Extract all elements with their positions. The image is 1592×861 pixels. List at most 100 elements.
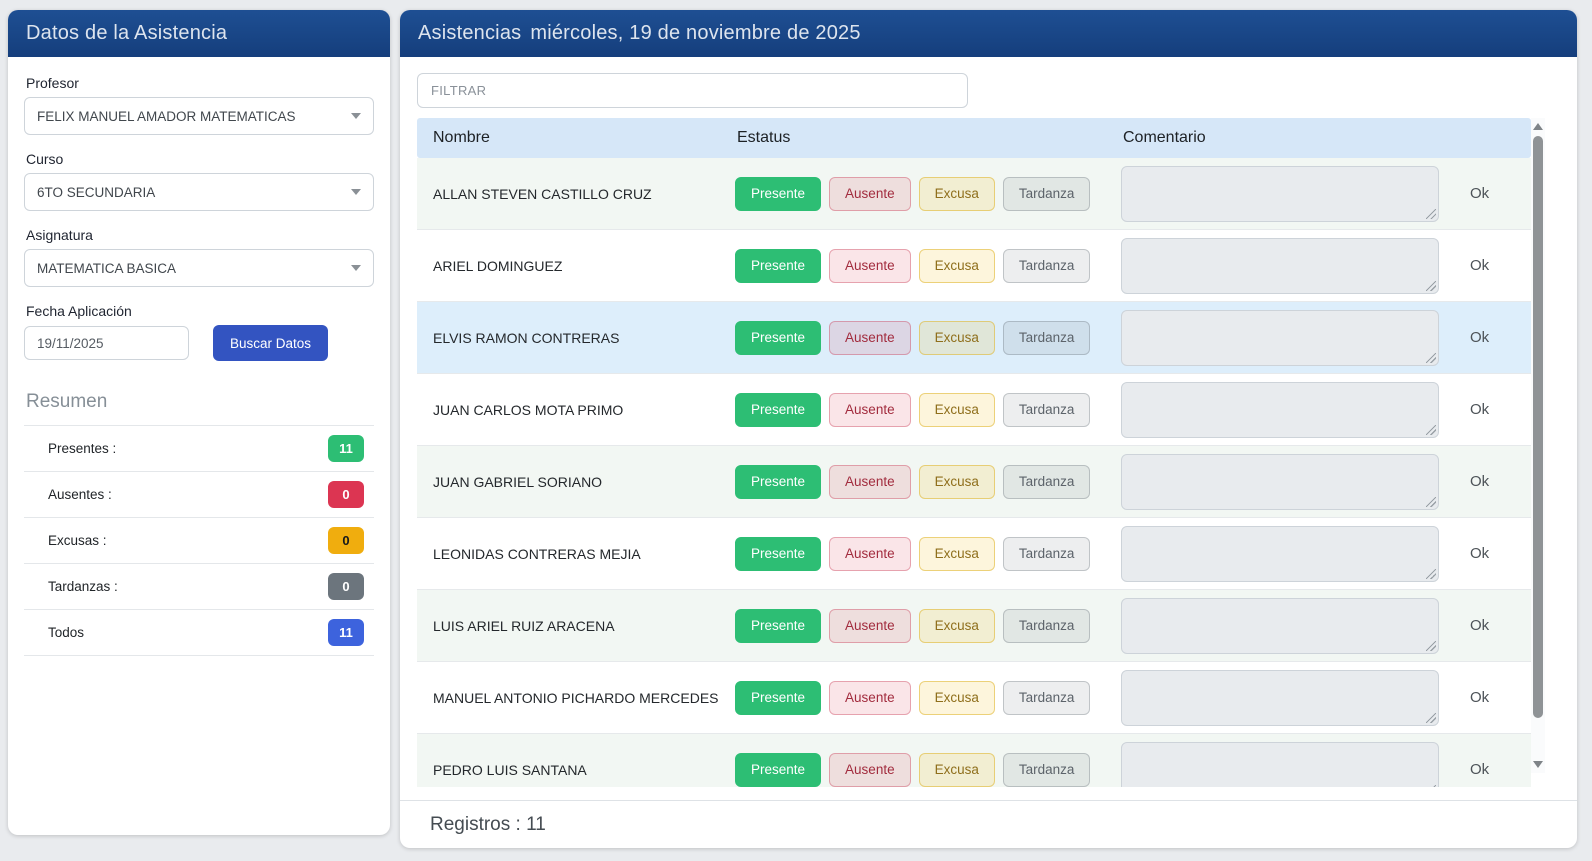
resize-handle-icon[interactable] (1426, 568, 1436, 579)
comment-textarea[interactable] (1121, 741, 1439, 787)
resize-handle-icon[interactable] (1426, 280, 1436, 291)
presente-button[interactable]: Presente (735, 320, 822, 355)
comment-textarea[interactable] (1121, 309, 1439, 366)
table-row: ARIEL DOMINGUEZ Presente Ausente Excusa … (417, 230, 1531, 302)
column-header-comentario: Comentario (1123, 129, 1206, 146)
comment-textarea[interactable] (1121, 525, 1439, 582)
comment-textarea[interactable] (1121, 237, 1439, 294)
scrollbar-thumb[interactable] (1533, 136, 1543, 718)
ausente-button[interactable]: Ausente (829, 680, 911, 715)
excusa-button[interactable]: Excusa (918, 536, 995, 571)
ok-label: Ok (1470, 185, 1490, 202)
curso-select[interactable]: 6TO SECUNDARIA (24, 173, 374, 211)
column-header-nombre: Nombre (433, 129, 490, 146)
tardanza-button[interactable]: Tardanza (1002, 464, 1091, 499)
ausente-button[interactable]: Ausente (829, 392, 911, 427)
table-footer: Registros : 11 (400, 800, 1577, 848)
filter-input[interactable] (417, 73, 968, 108)
left-panel-header: Datos de la Asistencia (8, 10, 390, 57)
tardanza-button[interactable]: Tardanza (1002, 608, 1091, 643)
ausente-button[interactable]: Ausente (829, 536, 911, 571)
table-header-row: Nombre Estatus Comentario (417, 118, 1531, 158)
presente-button[interactable]: Presente (735, 536, 822, 571)
tardanza-button[interactable]: Tardanza (1002, 752, 1091, 787)
curso-label: Curso (26, 151, 64, 167)
resize-handle-icon[interactable] (1426, 352, 1436, 363)
excusa-button[interactable]: Excusa (918, 608, 995, 643)
table-row: ELVIS RAMON CONTRERAS Presente Ausente E… (417, 302, 1531, 374)
right-panel-title: Asistencias (418, 22, 522, 44)
presente-button[interactable]: Presente (735, 608, 822, 643)
tardanza-button[interactable]: Tardanza (1002, 176, 1091, 211)
vertical-scrollbar[interactable] (1531, 118, 1545, 773)
summary-label: Tardanzas : (48, 579, 118, 594)
presente-button[interactable]: Presente (735, 464, 822, 499)
summary-item: Excusas : 0 (24, 518, 374, 564)
comment-textarea[interactable] (1121, 453, 1439, 510)
student-name: PEDRO LUIS SANTANA (433, 761, 587, 778)
ok-label: Ok (1470, 473, 1490, 490)
summary-count-badge: 11 (328, 435, 364, 462)
resumen-title: Resumen (26, 391, 108, 412)
tardanza-button[interactable]: Tardanza (1002, 248, 1091, 283)
resize-handle-icon[interactable] (1426, 712, 1436, 723)
scroll-up-icon[interactable] (1533, 123, 1543, 130)
ausente-button[interactable]: Ausente (829, 608, 911, 643)
ausente-button[interactable]: Ausente (829, 176, 911, 211)
comment-textarea[interactable] (1121, 597, 1439, 654)
presente-button[interactable]: Presente (735, 176, 822, 211)
scroll-down-icon[interactable] (1533, 761, 1543, 768)
table-row: MANUEL ANTONIO PICHARDO MERCEDES Present… (417, 662, 1531, 734)
summary-list: Presentes : 11 Ausentes : 0 Excusas : 0 … (24, 425, 374, 656)
tardanza-button[interactable]: Tardanza (1002, 320, 1091, 355)
table-row: JUAN GABRIEL SORIANO Presente Ausente Ex… (417, 446, 1531, 518)
presente-button[interactable]: Presente (735, 752, 822, 787)
presente-button[interactable]: Presente (735, 392, 822, 427)
ausente-button[interactable]: Ausente (829, 752, 911, 787)
buscar-datos-button[interactable]: Buscar Datos (213, 325, 329, 361)
summary-item: Todos 11 (24, 610, 374, 656)
resize-handle-icon[interactable] (1426, 784, 1436, 787)
ausente-button[interactable]: Ausente (829, 464, 911, 499)
summary-label: Presentes : (48, 441, 117, 456)
tardanza-button[interactable]: Tardanza (1002, 392, 1091, 427)
asignatura-select[interactable]: MATEMATICA BASICA (24, 249, 374, 287)
excusa-button[interactable]: Excusa (918, 752, 995, 787)
comment-textarea[interactable] (1121, 381, 1439, 438)
ausente-button[interactable]: Ausente (829, 248, 911, 283)
student-name: JUAN GABRIEL SORIANO (433, 473, 603, 490)
chevron-down-icon (351, 265, 361, 271)
presente-button[interactable]: Presente (735, 248, 822, 283)
comment-textarea[interactable] (1121, 669, 1439, 726)
excusa-button[interactable]: Excusa (918, 680, 995, 715)
excusa-button[interactable]: Excusa (918, 320, 995, 355)
chevron-down-icon (351, 113, 361, 119)
right-panel-header: Asistencias miércoles, 19 de noviembre d… (400, 10, 1577, 57)
fecha-label: Fecha Aplicación (26, 303, 132, 319)
ok-label: Ok (1470, 545, 1490, 562)
resize-handle-icon[interactable] (1426, 424, 1436, 435)
excusa-button[interactable]: Excusa (918, 392, 995, 427)
summary-count-badge: 11 (328, 619, 364, 646)
presente-button[interactable]: Presente (735, 680, 822, 715)
summary-item: Presentes : 11 (24, 425, 374, 472)
ausente-button[interactable]: Ausente (829, 320, 911, 355)
excusa-button[interactable]: Excusa (918, 248, 995, 283)
resize-handle-icon[interactable] (1426, 496, 1436, 507)
fecha-input[interactable] (24, 326, 189, 360)
ok-label: Ok (1470, 401, 1490, 418)
student-name: JUAN CARLOS MOTA PRIMO (433, 401, 624, 418)
column-header-estatus: Estatus (737, 129, 791, 146)
summary-count-badge: 0 (328, 573, 364, 600)
profesor-select[interactable]: FELIX MANUEL AMADOR MATEMATICAS (24, 97, 374, 135)
comment-textarea[interactable] (1121, 165, 1439, 222)
excusa-button[interactable]: Excusa (918, 176, 995, 211)
tardanza-button[interactable]: Tardanza (1002, 536, 1091, 571)
tardanza-button[interactable]: Tardanza (1002, 680, 1091, 715)
resize-handle-icon[interactable] (1426, 640, 1436, 651)
excusa-button[interactable]: Excusa (918, 464, 995, 499)
summary-label: Excusas : (48, 533, 107, 548)
ok-label: Ok (1470, 761, 1490, 778)
resize-handle-icon[interactable] (1426, 208, 1436, 219)
profesor-selected-value: FELIX MANUEL AMADOR MATEMATICAS (37, 108, 296, 124)
